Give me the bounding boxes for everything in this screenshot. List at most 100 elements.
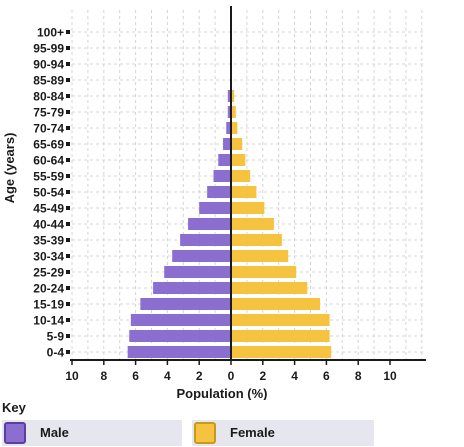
y-tick-mark: [66, 142, 70, 146]
y-tick-label: 60-64: [33, 154, 64, 168]
bar-female-40-44: [231, 218, 274, 230]
y-tick-label: 5-9: [47, 330, 65, 344]
bar-male-15-19: [140, 298, 231, 310]
y-tick-label: 85-89: [33, 74, 64, 88]
x-tick-label: 0: [228, 369, 235, 383]
x-tick-label: 4: [291, 369, 298, 383]
bar-female-10-14: [231, 314, 330, 326]
y-tick-label: 10-14: [33, 314, 64, 328]
x-tick-label: 2: [259, 369, 266, 383]
bar-male-25-29: [164, 266, 231, 278]
y-tick-mark: [66, 270, 70, 274]
bar-female-30-34: [231, 250, 289, 262]
bar-male-40-44: [188, 218, 231, 230]
legend-male: Male: [2, 420, 182, 446]
bar-female-35-39: [231, 234, 282, 246]
x-tick-label: 8: [355, 369, 362, 383]
y-tick-label: 25-29: [33, 266, 64, 280]
bar-male-50-54: [207, 186, 231, 198]
y-tick-label: 0-4: [47, 346, 65, 360]
bar-female-50-54: [231, 186, 257, 198]
x-tick-label: 2: [196, 369, 203, 383]
bar-male-35-39: [180, 234, 231, 246]
axes: [70, 6, 426, 361]
y-tick-mark: [66, 318, 70, 322]
y-tick-label: 50-54: [33, 186, 64, 200]
bar-female-55-59: [231, 170, 251, 182]
y-tick-label: 70-74: [33, 122, 64, 136]
y-tick-mark: [66, 78, 70, 82]
bar-female-15-19: [231, 298, 321, 310]
y-tick-mark: [66, 190, 70, 194]
y-tick-mark: [66, 302, 70, 306]
y-tick-mark: [66, 334, 70, 338]
y-tick-mark: [66, 254, 70, 258]
y-tick-mark: [66, 350, 70, 354]
bar-male-65-69: [223, 138, 231, 150]
y-tick-mark: [66, 174, 70, 178]
bar-male-30-34: [172, 250, 231, 262]
bar-female-65-69: [231, 138, 243, 150]
population-pyramid-chart: 0-4 5-9 10-14 15-19 20-24 25-29 30-34 35-39 40-4…: [2, 6, 426, 400]
y-tick-mark: [66, 94, 70, 98]
x-axis-title: Population (%): [177, 386, 268, 400]
bar-female-5-9: [231, 330, 330, 342]
y-tick-label: 100+: [37, 26, 64, 40]
y-tick-mark: [66, 222, 70, 226]
bar-female-20-24: [231, 282, 308, 294]
y-tick-label: 55-59: [33, 170, 64, 184]
x-tick-label: 6: [132, 369, 139, 383]
y-tick-label: 45-49: [33, 202, 64, 216]
bars: [127, 90, 332, 358]
bar-male-55-59: [213, 170, 231, 182]
bar-female-0-4: [231, 346, 332, 358]
bar-male-80-84: [227, 90, 231, 102]
y-tick-mark: [66, 158, 70, 162]
x-tick-label: 10: [383, 369, 397, 383]
y-tick-mark: [66, 62, 70, 66]
y-tick-label: 20-24: [33, 282, 64, 296]
bar-female-75-79: [231, 106, 236, 118]
y-tick-label: 95-99: [33, 42, 64, 56]
y-tick-label: 65-69: [33, 138, 64, 152]
legend-female-label: Female: [230, 425, 275, 440]
bar-female-80-84: [231, 90, 235, 102]
y-tick-mark: [66, 286, 70, 290]
y-tick-label: 80-84: [33, 90, 64, 104]
bar-male-60-64: [218, 154, 231, 166]
y-tick-mark: [66, 110, 70, 114]
x-tick-label: 6: [323, 369, 330, 383]
male-swatch-icon: [4, 422, 26, 444]
x-tick-labels: 10 8 6 4 2 0 2 4 6 8 10: [65, 360, 397, 383]
y-axis-title: Age (years): [2, 133, 17, 204]
y-tick-label: 90-94: [33, 58, 64, 72]
y-tick-label: 30-34: [33, 250, 64, 264]
legend-male-label: Male: [40, 425, 69, 440]
bar-male-5-9: [129, 330, 231, 342]
legend-female: Female: [192, 420, 374, 446]
y-tick-mark: [66, 238, 70, 242]
bar-male-0-4: [127, 346, 231, 358]
y-tick-mark: [66, 206, 70, 210]
female-swatch-icon: [194, 422, 216, 444]
bar-female-45-49: [231, 202, 265, 214]
key-title: Key: [2, 400, 26, 415]
y-tick-labels: 0-4 5-9 10-14 15-19 20-24 25-29 30-34 35-39 40-4…: [33, 26, 70, 360]
bar-male-20-24: [153, 282, 231, 294]
bar-male-10-14: [130, 314, 231, 326]
bar-male-70-74: [226, 122, 231, 134]
y-tick-mark: [66, 30, 70, 34]
y-tick-label: 35-39: [33, 234, 64, 248]
bar-female-25-29: [231, 266, 297, 278]
bar-female-60-64: [231, 154, 246, 166]
x-tick-label: 8: [100, 369, 107, 383]
y-tick-label: 75-79: [33, 106, 64, 120]
y-tick-mark: [66, 126, 70, 130]
bar-male-45-49: [199, 202, 231, 214]
bar-female-70-74: [231, 122, 238, 134]
y-tick-label: 40-44: [33, 218, 64, 232]
y-tick-mark: [66, 46, 70, 50]
x-tick-label: 10: [65, 369, 79, 383]
y-tick-label: 15-19: [33, 298, 64, 312]
bar-male-75-79: [227, 106, 231, 118]
